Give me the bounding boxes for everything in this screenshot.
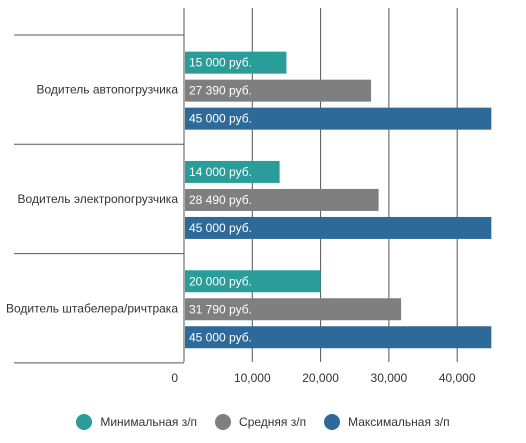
- bar-value-label: 14 000 руб.: [189, 165, 252, 179]
- bar: [185, 79, 372, 102]
- x-tick-label: 10,000: [234, 371, 271, 385]
- bar: [185, 160, 280, 183]
- bars: 15 000 руб. 27 390 руб. 45 000 руб. 14 000 …: [185, 51, 492, 349]
- category-label: Водитель автопогрузчика: [37, 83, 179, 97]
- legend-swatch: [215, 414, 232, 430]
- category-labels: Водитель автопогрузчика Водитель электроп…: [6, 83, 178, 316]
- category-label: Водитель штабелера/ричтрака: [6, 301, 178, 315]
- legend-swatch: [76, 414, 93, 430]
- legend-item: Максимальная з/п: [324, 414, 450, 430]
- bar: [185, 298, 402, 321]
- x-tick-label: 0: [171, 371, 178, 385]
- bar: [185, 326, 492, 349]
- bar-value-label: 15 000 руб.: [189, 56, 252, 70]
- x-tick-label: 30,000: [371, 371, 408, 385]
- bar: [185, 270, 321, 293]
- legend-item: Минимальная з/п: [76, 414, 197, 430]
- legend-item: Средняя з/п: [215, 414, 306, 430]
- category-label: Водитель электропогрузчика: [18, 192, 179, 206]
- bar: [185, 216, 492, 239]
- bar-value-label: 27 390 руб.: [189, 84, 252, 98]
- x-axis-ticks: 0 10,000 20,000 30,000 40,000: [171, 371, 476, 385]
- bar: [185, 188, 379, 211]
- legend-swatch: [324, 414, 341, 430]
- legend-label: Минимальная з/п: [100, 415, 198, 429]
- bar-value-label: 45 000 руб.: [189, 330, 252, 344]
- bar: [185, 51, 287, 74]
- category-separators: [14, 34, 184, 364]
- bar-value-label: 45 000 руб.: [189, 112, 252, 126]
- bar: [185, 107, 492, 130]
- x-tick-label: 20,000: [302, 371, 339, 385]
- x-tick-label: 40,000: [439, 371, 476, 385]
- legend: Минимальная з/п Средняя з/п Максимальная з…: [0, 412, 526, 432]
- bar-value-label: 20 000 руб.: [189, 274, 252, 288]
- bar-value-label: 28 490 руб.: [189, 193, 252, 207]
- legend-label: Средняя з/п: [239, 415, 307, 429]
- legend-label: Максимальная з/п: [348, 415, 450, 429]
- bar-value-label: 45 000 руб.: [189, 221, 252, 235]
- bar-value-label: 31 790 руб.: [189, 302, 252, 316]
